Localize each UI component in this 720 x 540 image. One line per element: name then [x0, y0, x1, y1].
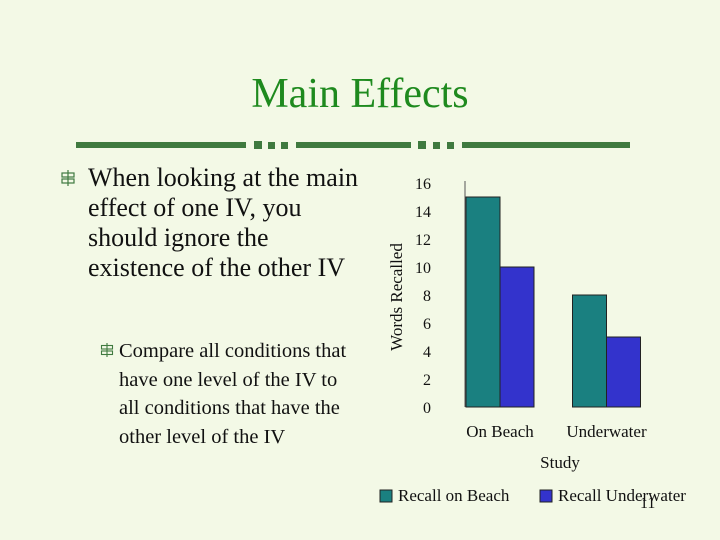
bar	[465, 196, 501, 408]
legend-swatch	[539, 489, 553, 503]
bullet-main-text: When looking at the main effect of one I…	[88, 163, 359, 282]
y-tick-label: 10	[415, 260, 431, 277]
y-tick-label: 12	[415, 232, 431, 249]
y-tick-label: 4	[423, 344, 431, 361]
bullet-main: When looking at the main effect of one I…	[60, 163, 360, 283]
legend-label: Recall Underwater	[558, 486, 686, 505]
bar	[499, 266, 535, 408]
bar	[606, 336, 641, 408]
y-tick-label: 2	[423, 372, 431, 389]
y-tick-label: 6	[423, 316, 431, 333]
bullet-sub: Compare all conditions that have one lev…	[100, 337, 350, 451]
bullet-icon	[61, 170, 75, 186]
title-divider	[76, 141, 630, 149]
y-tick-label: 0	[423, 400, 431, 417]
y-tick-label: 16	[415, 176, 431, 193]
slide-title: Main Effects	[251, 71, 469, 117]
bullet-icon	[100, 343, 114, 357]
bar	[572, 294, 607, 408]
slide-number: 11	[640, 495, 656, 512]
x-axis-title: Study	[540, 453, 580, 472]
legend-swatch	[379, 489, 393, 503]
y-tick-label: 14	[415, 204, 431, 221]
bullet-sub-text: Compare all conditions that have one lev…	[119, 340, 347, 448]
legend-label: Recall on Beach	[398, 486, 510, 505]
y-axis-title: Words Recalled	[387, 243, 406, 351]
x-tick-label: Underwater	[566, 422, 647, 441]
x-tick-label: On Beach	[466, 422, 534, 441]
y-tick-label: 8	[423, 288, 431, 305]
